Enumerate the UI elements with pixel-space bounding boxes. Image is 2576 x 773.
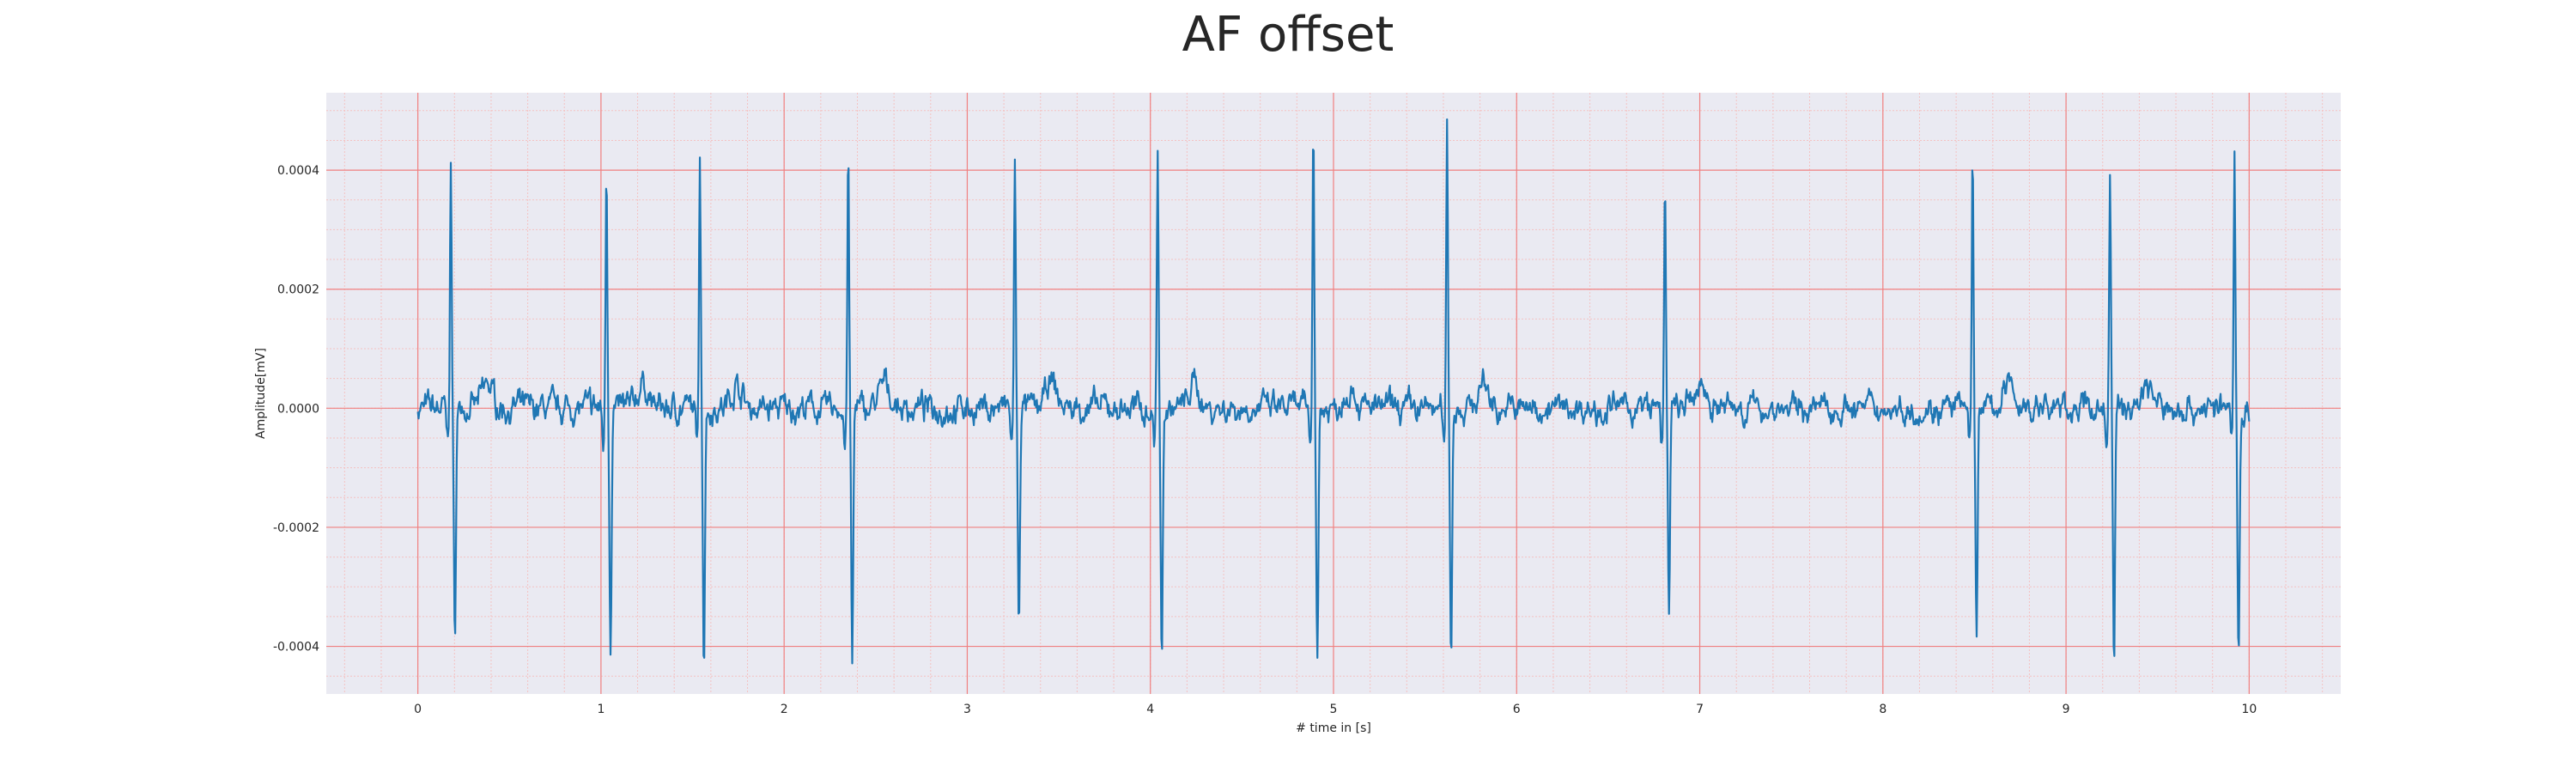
y-tick-label: 0.0002 — [277, 283, 319, 297]
series-group — [416, 118, 2251, 665]
y-tick-label: -0.0002 — [273, 521, 319, 535]
major-grid — [326, 93, 2341, 694]
x-tick-label: 4 — [1146, 703, 1154, 716]
x-tick-label: 9 — [2063, 703, 2070, 716]
x-tick-label: 3 — [963, 703, 971, 716]
x-tick-label: 5 — [1330, 703, 1338, 716]
y-tick-label: 0.0004 — [277, 164, 319, 178]
ecg-series-line — [416, 118, 2251, 665]
y-tick-label: 0.0000 — [277, 402, 319, 416]
x-tick-label: 7 — [1696, 703, 1704, 716]
x-tick-label: 0 — [414, 703, 422, 716]
x-tick-labels: 0 1 2 3 4 5 6 7 8 9 10 — [414, 703, 2257, 716]
y-tick-label: -0.0004 — [273, 641, 319, 654]
x-tick-label: 10 — [2241, 703, 2257, 716]
x-axis-label: # time in [s] — [1296, 721, 1371, 735]
chart-title: AF offset — [1182, 7, 1394, 63]
x-tick-label: 6 — [1513, 703, 1521, 716]
x-tick-label: 2 — [781, 703, 788, 716]
y-axis-label: Amplitude[mV] — [254, 348, 268, 439]
y-tick-labels: -0.0004 -0.0002 0.0000 0.0002 0.0004 — [273, 164, 319, 654]
x-tick-label: 8 — [1879, 703, 1886, 716]
x-tick-label: 1 — [597, 703, 605, 716]
